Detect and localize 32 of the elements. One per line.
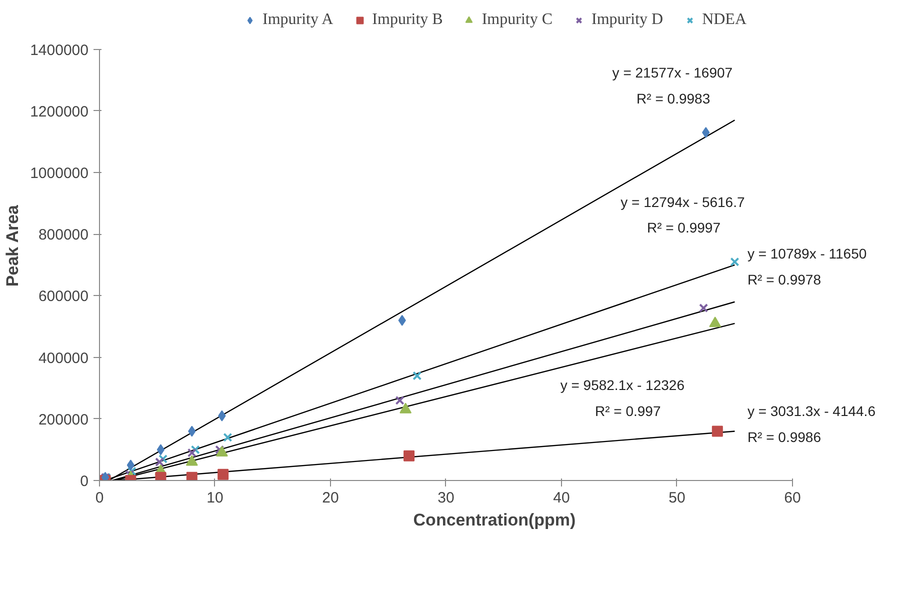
x-tick-label: 0 [95,490,104,506]
y-tick-label: 800000 [38,226,89,244]
x-tick-label: 50 [668,490,686,506]
annotation: R² = 0.9986 [747,428,822,445]
y-tick-label: 0 [80,473,88,490]
y-tick-label: 200000 [38,411,89,428]
x-axis-title: Concentration(ppm) [413,510,576,530]
y-tick-label: 400000 [38,350,89,367]
annotation: R² = 0.9983 [636,90,710,106]
annotation: y = 12794x - 5616.7 [620,194,745,210]
legend-label: Impurity C [482,11,553,29]
y-tick-label: 1400000 [30,42,89,59]
annotation: y = 3031.3x - 4144.6 [747,402,876,419]
annotation: R² = 0.997 [594,402,661,419]
y-tick-label: 1000000 [30,165,89,182]
x-tick-label: 30 [438,490,454,506]
legend-label: Impurity A [262,11,334,29]
legend-label: Impurity D [592,11,664,29]
y-axis-title: Peak Area [3,204,22,287]
x-tick-label: 60 [784,490,801,506]
legend-label: Impurity B [372,11,443,29]
annotation: y = 10789x - 11650 [747,246,867,262]
annotation: R² = 0.9997 [646,220,721,236]
annotation: R² = 0.9978 [747,271,822,288]
x-tick-label: 10 [206,490,224,506]
x-tick-label: 40 [553,490,570,506]
annotation: y = 21577x - 16907 [612,64,733,80]
annotation: y = 9582.1x - 12326 [560,377,685,394]
x-tick-label: 20 [322,490,339,506]
y-tick-label: 600000 [38,288,89,306]
y-tick-label: 1200000 [30,103,89,120]
legend-label: NDEA [702,11,746,29]
